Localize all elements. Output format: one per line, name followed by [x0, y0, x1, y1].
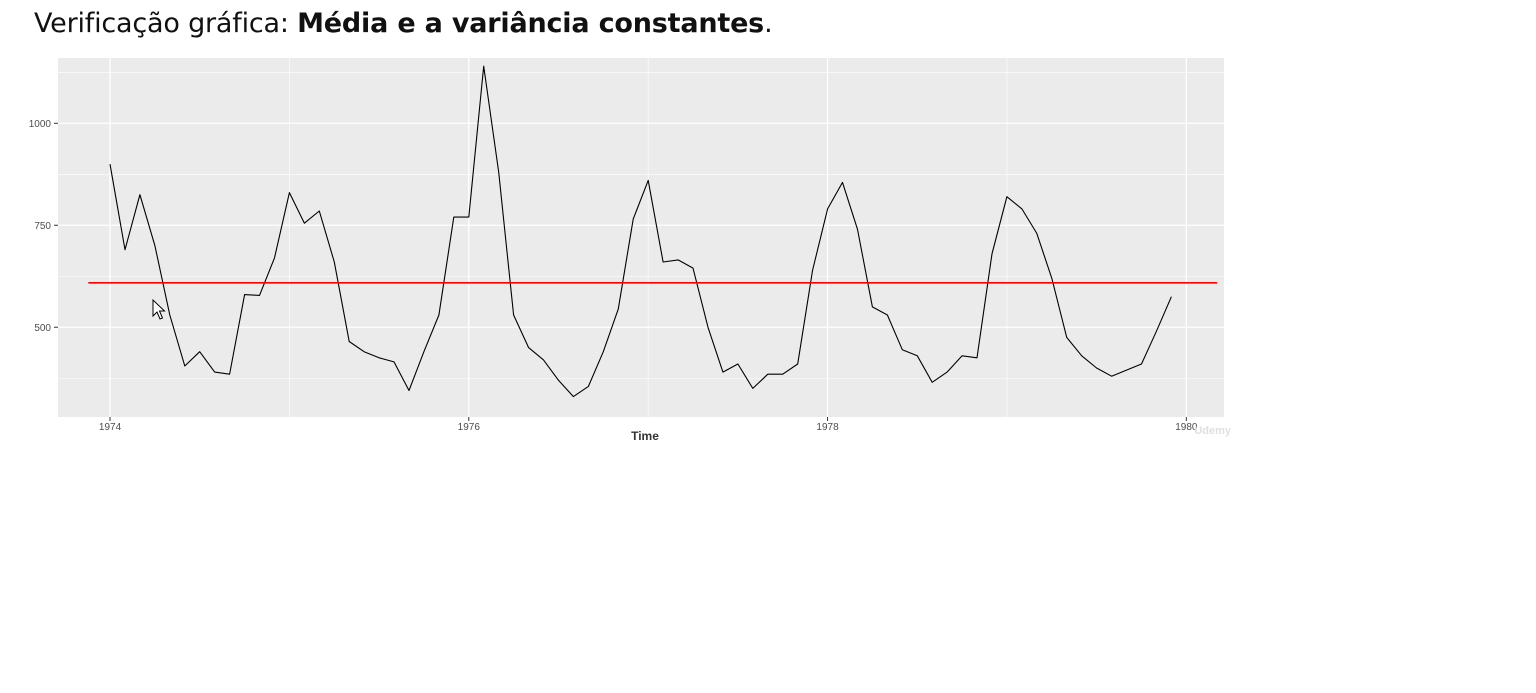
x-tick-label: 1974	[99, 422, 122, 433]
mouse-cursor-icon	[152, 298, 166, 320]
slide-title: Verificação gráfica: Média e a variância…	[34, 8, 773, 39]
x-axis-title: Time	[631, 429, 659, 443]
x-tick-label: 1978	[816, 422, 839, 433]
y-tick-label: 750	[34, 221, 51, 232]
plot-panel	[58, 58, 1224, 417]
y-tick-label: 1000	[29, 119, 52, 130]
udemy-watermark: Udemy	[1194, 425, 1232, 437]
y-axis: 500 750 1000	[29, 119, 58, 334]
grid-minor	[58, 58, 1224, 417]
x-tick-label: 1980	[1175, 422, 1198, 433]
x-tick-label: 1976	[458, 422, 481, 433]
x-axis: 1974 1976 1978 1980	[99, 417, 1198, 433]
series-line	[109, 65, 1172, 398]
slide-title-prefix: Verificação gráfica:	[34, 8, 298, 39]
y-tick-label: 500	[34, 323, 51, 334]
grid-major	[58, 58, 1224, 417]
slide-title-suffix: .	[764, 8, 773, 39]
slide-title-bold: Média e a variância constantes	[297, 8, 765, 39]
